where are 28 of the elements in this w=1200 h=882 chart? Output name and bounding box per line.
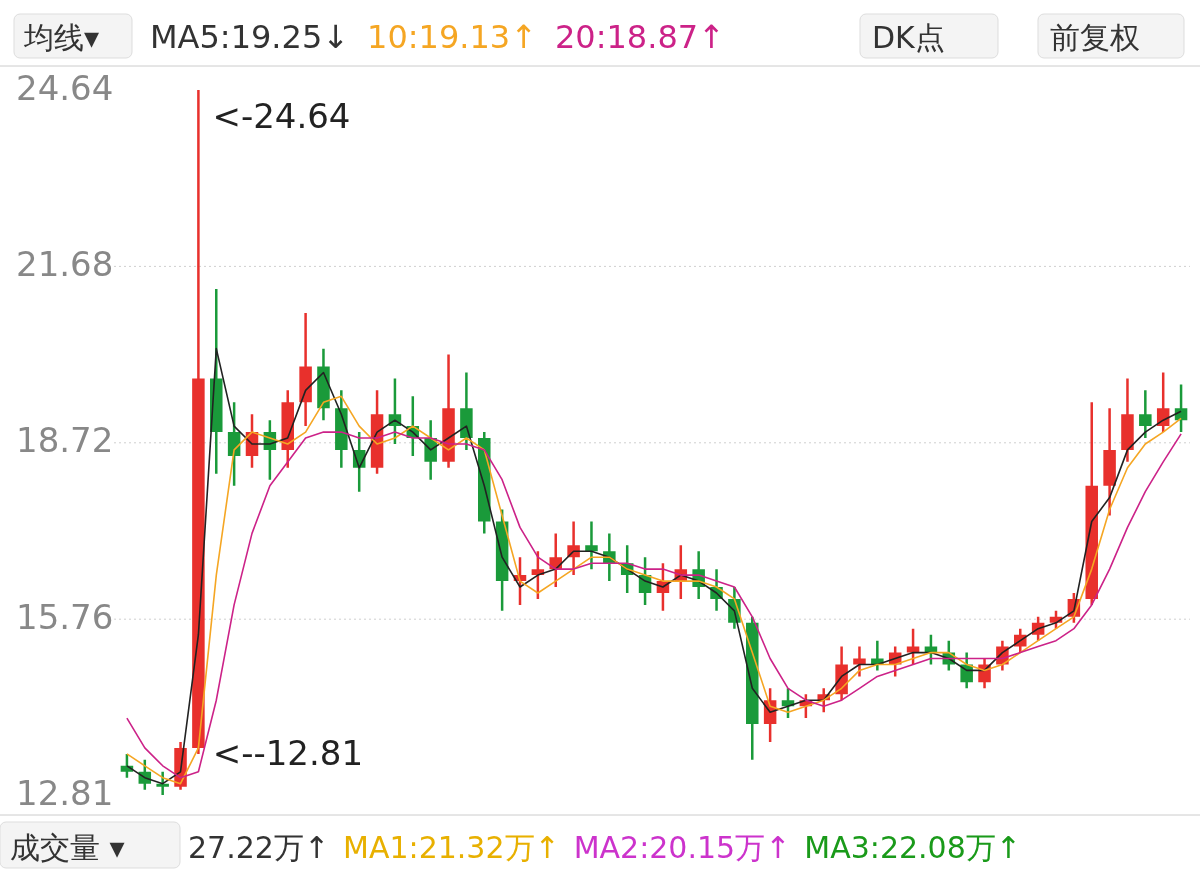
text: MA1:21.32万↑ bbox=[343, 830, 560, 865]
text: MA2:20.15万↑ bbox=[573, 830, 791, 865]
text: 均线▾ bbox=[23, 20, 100, 55]
candlestick bbox=[299, 312, 312, 427]
text: 前复权 bbox=[1050, 20, 1140, 55]
candlestick bbox=[1139, 390, 1152, 439]
candlestick bbox=[853, 646, 866, 677]
candlestick bbox=[192, 90, 205, 754]
text: 20:18.87↑ bbox=[554, 18, 725, 56]
y-tick-label: 21.68 bbox=[16, 243, 114, 284]
candlestick bbox=[442, 354, 455, 468]
annotation: <-24.64 bbox=[212, 95, 351, 136]
candlestick bbox=[1085, 402, 1098, 605]
annotation: <--12.81 bbox=[212, 732, 364, 773]
text: 27.22万↑ bbox=[188, 830, 330, 865]
y-tick-label: 24.64 bbox=[16, 67, 114, 108]
candlestick bbox=[585, 521, 598, 570]
text: MA5:19.25↓ bbox=[150, 18, 350, 56]
candlestick bbox=[1103, 408, 1116, 516]
candlestick bbox=[1121, 378, 1134, 462]
text: DK点 bbox=[872, 20, 945, 55]
text: 成交量 ▾ bbox=[10, 830, 125, 865]
y-tick-label: 12.81 bbox=[16, 772, 114, 813]
y-tick-label: 18.72 bbox=[16, 420, 114, 461]
text: 10:19.13↑ bbox=[367, 18, 537, 56]
y-tick-label: 15.76 bbox=[16, 596, 114, 637]
candlestick bbox=[460, 372, 473, 450]
text: MA3:22.08万↑ bbox=[804, 830, 1021, 865]
